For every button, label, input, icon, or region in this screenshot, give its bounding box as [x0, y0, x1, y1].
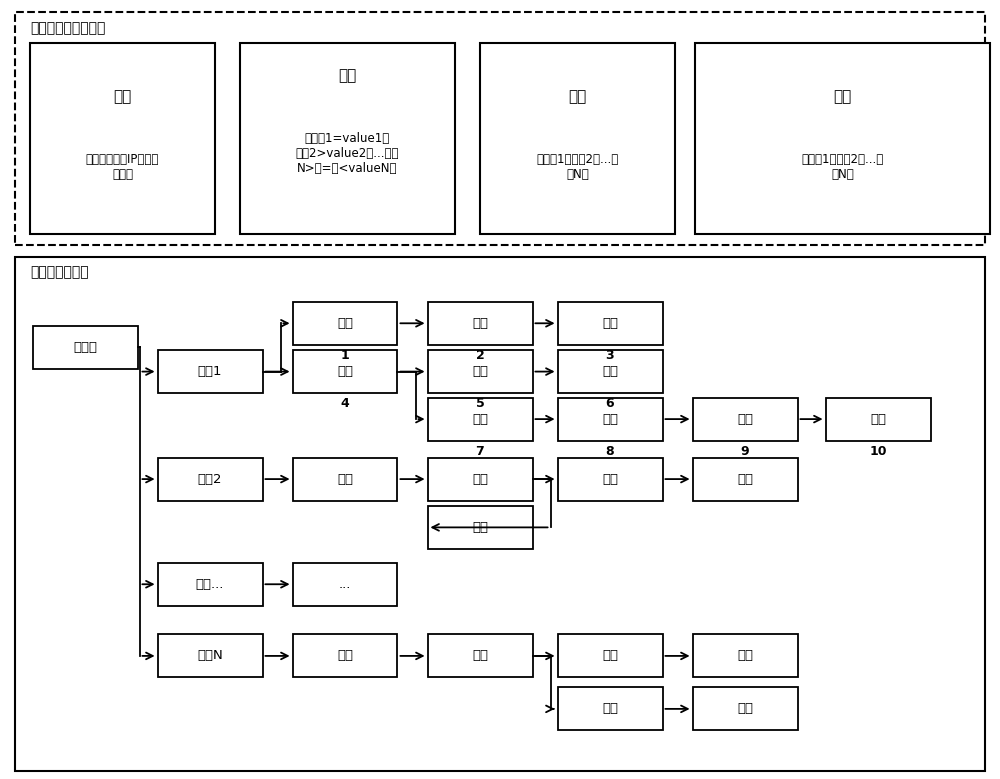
FancyBboxPatch shape [692, 688, 798, 731]
Text: 发送: 发送 [833, 89, 852, 104]
FancyBboxPatch shape [158, 351, 262, 393]
FancyBboxPatch shape [692, 634, 798, 677]
Text: 处理: 处理 [602, 650, 618, 662]
FancyBboxPatch shape [692, 398, 798, 441]
Text: 处理: 处理 [737, 413, 753, 425]
Text: 根节点: 根节点 [73, 341, 97, 354]
Text: （传输协议、IP、通信
端口）: （传输协议、IP、通信 端口） [86, 153, 159, 181]
Text: 发送: 发送 [472, 521, 488, 534]
FancyBboxPatch shape [692, 458, 798, 501]
FancyBboxPatch shape [30, 43, 215, 234]
Text: （目的1，目的2，...目
的N）: （目的1，目的2，...目 的N） [801, 153, 884, 181]
Text: 处理: 处理 [568, 89, 587, 104]
FancyBboxPatch shape [292, 458, 397, 501]
Text: 来源2: 来源2 [198, 473, 222, 485]
Text: 辨别: 辨别 [472, 413, 488, 425]
FancyBboxPatch shape [826, 398, 930, 441]
Text: 来源...: 来源... [196, 578, 224, 590]
FancyBboxPatch shape [292, 351, 397, 393]
FancyBboxPatch shape [428, 634, 532, 677]
Text: 5: 5 [476, 397, 484, 411]
Text: 发送: 发送 [472, 317, 488, 330]
FancyBboxPatch shape [158, 458, 262, 501]
Text: 辨别: 辨别 [472, 650, 488, 662]
FancyBboxPatch shape [558, 688, 662, 731]
Text: 9: 9 [741, 445, 749, 458]
Text: （参数1，参数2，...参
数N）: （参数1，参数2，...参 数N） [536, 153, 619, 181]
FancyBboxPatch shape [695, 43, 990, 234]
Text: 发送: 发送 [737, 703, 753, 715]
FancyBboxPatch shape [558, 398, 662, 441]
Text: 发送: 发送 [737, 650, 753, 662]
FancyBboxPatch shape [480, 43, 675, 234]
FancyBboxPatch shape [15, 257, 985, 771]
Text: 8: 8 [606, 445, 614, 458]
FancyBboxPatch shape [428, 351, 532, 393]
Text: （属性1=value1，
属性2>value2，...属性
N>或=或<valueN）: （属性1=value1， 属性2>value2，...属性 N>或=或<valu… [296, 132, 399, 175]
FancyBboxPatch shape [292, 634, 397, 677]
Text: 10: 10 [869, 445, 887, 458]
FancyBboxPatch shape [558, 301, 662, 344]
FancyBboxPatch shape [428, 458, 532, 501]
Text: 处理: 处理 [602, 703, 618, 715]
FancyBboxPatch shape [558, 351, 662, 393]
FancyBboxPatch shape [292, 562, 397, 606]
FancyBboxPatch shape [240, 43, 455, 234]
FancyBboxPatch shape [33, 326, 138, 368]
Text: 7: 7 [476, 445, 484, 458]
Text: 发送: 发送 [737, 473, 753, 485]
Text: 2: 2 [476, 349, 484, 362]
Text: 4: 4 [341, 397, 349, 411]
Text: 来源1: 来源1 [198, 365, 222, 378]
Text: 3: 3 [606, 349, 614, 362]
Text: ...: ... [339, 578, 351, 590]
Text: 1: 1 [341, 349, 349, 362]
Text: 辨别: 辨别 [602, 473, 618, 485]
Text: 6: 6 [606, 397, 614, 411]
Text: 发送: 发送 [870, 413, 886, 425]
Text: 发送: 发送 [337, 650, 353, 662]
FancyBboxPatch shape [292, 301, 397, 344]
Text: 各类节点配置形式：: 各类节点配置形式： [30, 21, 105, 35]
FancyBboxPatch shape [158, 562, 262, 606]
FancyBboxPatch shape [428, 506, 532, 549]
Text: 树状结构配置：: 树状结构配置： [30, 265, 89, 279]
Text: 辨别: 辨别 [338, 68, 357, 83]
Text: 处理: 处理 [472, 365, 488, 378]
FancyBboxPatch shape [558, 458, 662, 501]
FancyBboxPatch shape [428, 301, 532, 344]
Text: 发送: 发送 [602, 365, 618, 378]
Text: 发送: 发送 [602, 317, 618, 330]
Text: 辨别: 辨别 [337, 365, 353, 378]
Text: 处理: 处理 [337, 473, 353, 485]
Text: 辨别: 辨别 [472, 473, 488, 485]
FancyBboxPatch shape [428, 398, 532, 441]
FancyBboxPatch shape [15, 12, 985, 245]
FancyBboxPatch shape [158, 634, 262, 677]
Text: 来源N: 来源N [197, 650, 223, 662]
FancyBboxPatch shape [558, 634, 662, 677]
Text: 发送: 发送 [602, 413, 618, 425]
Text: 处理: 处理 [337, 317, 353, 330]
Text: 来源: 来源 [113, 89, 132, 104]
